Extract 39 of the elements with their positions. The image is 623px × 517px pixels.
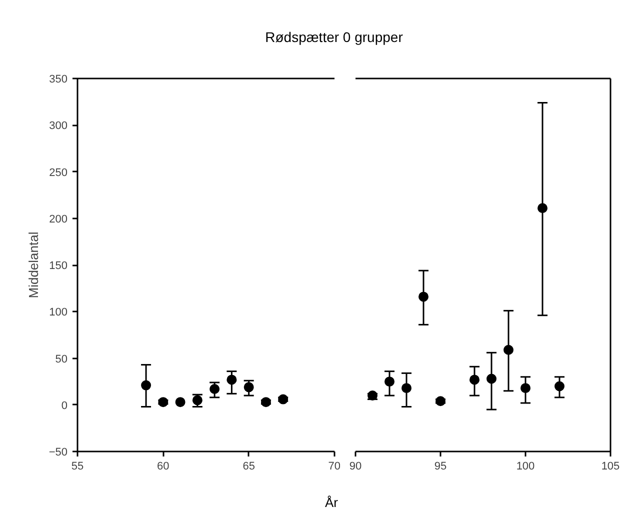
point bbox=[554, 381, 564, 392]
x-tick-label: 65 bbox=[242, 460, 255, 472]
point bbox=[486, 374, 496, 384]
x-tick-label: 55 bbox=[71, 460, 84, 472]
x-tick-label: 105 bbox=[601, 460, 620, 472]
x-tick-label: 60 bbox=[157, 460, 170, 472]
y-tick-label: 50 bbox=[55, 353, 68, 366]
x-tick-label: 90 bbox=[349, 460, 362, 472]
y-tick-label: 100 bbox=[49, 306, 68, 319]
point bbox=[384, 376, 394, 387]
x-tick-label: 95 bbox=[434, 460, 447, 472]
point bbox=[175, 397, 186, 408]
x-axis-title: År bbox=[325, 494, 338, 512]
point bbox=[538, 203, 548, 214]
x-tick-label: 100 bbox=[516, 460, 535, 472]
point bbox=[436, 396, 446, 406]
y-tick-label: 0 bbox=[61, 400, 68, 412]
point bbox=[504, 344, 514, 355]
y-tick-label: 250 bbox=[49, 166, 68, 179]
y-axis-title: Middelantal bbox=[26, 232, 41, 298]
point bbox=[158, 397, 168, 408]
point bbox=[520, 383, 530, 394]
point bbox=[368, 390, 378, 401]
y-tick-label: 300 bbox=[49, 120, 68, 132]
point bbox=[244, 382, 254, 392]
y-tick-label: 150 bbox=[49, 260, 68, 272]
y-tick-label: −50 bbox=[48, 446, 68, 458]
chart-title: Rødspætter 0 grupper bbox=[265, 28, 403, 47]
point bbox=[141, 380, 152, 390]
y-tick-label: 200 bbox=[49, 213, 68, 226]
point bbox=[210, 384, 220, 394]
y-tick-label: 350 bbox=[49, 74, 68, 86]
point bbox=[278, 394, 288, 404]
point bbox=[260, 397, 271, 408]
point bbox=[402, 383, 412, 394]
point bbox=[226, 374, 237, 385]
x-tick-label: 70 bbox=[328, 460, 341, 472]
point bbox=[470, 374, 480, 385]
point bbox=[418, 292, 428, 302]
